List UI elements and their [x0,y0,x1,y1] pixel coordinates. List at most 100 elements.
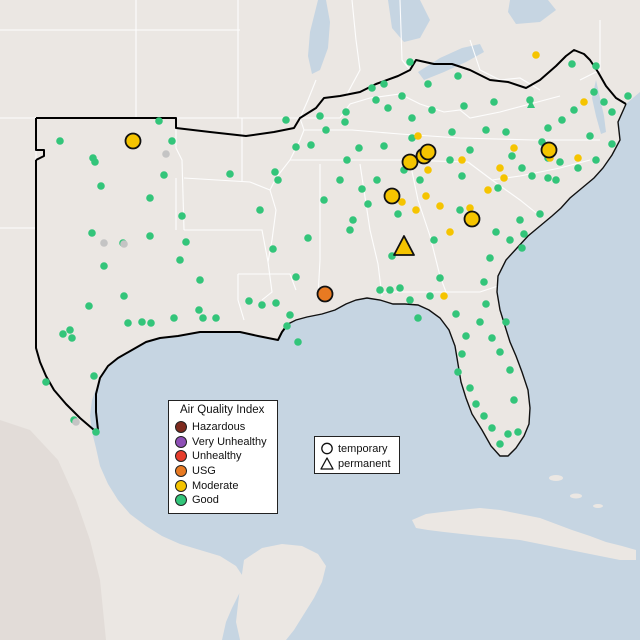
good-monitor-dot [59,330,67,338]
good-monitor-dot [544,174,552,182]
good-monitor-dot [307,141,315,149]
good-monitor-dot [343,156,351,164]
good-monitor-dot [196,276,204,284]
good-monitor-dot [56,137,64,145]
good-monitor-dot [502,128,510,136]
good-monitor-dot [544,124,552,132]
good-monitor-dot [394,210,402,218]
good-monitor-dot [160,171,168,179]
good-monitor-dot [304,234,312,242]
good-monitor-dot [536,210,544,218]
good-monitor-dot [406,58,414,66]
legend-label: Hazardous [192,421,246,434]
good-monitor-dot [454,368,462,376]
good-monitor-dot [97,182,105,190]
hazardous-swatch [175,421,187,434]
good-monitor-dot [42,378,50,386]
good-monitor-dot [600,98,608,106]
good-monitor-dot [90,372,98,380]
legend-label: Unhealthy [192,450,242,463]
moderate-monitor-dot [484,186,492,194]
good-monitor-dot [292,143,300,151]
good-monitor-dot [120,292,128,300]
unhealthy-swatch [175,450,187,463]
good-monitor-dot [458,350,466,358]
good-monitor-dot [146,194,154,202]
good-monitor-dot [426,292,434,300]
lake-huron [388,0,430,42]
good-monitor-dot [486,254,494,262]
good-monitor-dot [466,384,474,392]
good-monitor-dot [472,400,480,408]
legend-item-hazardous: Hazardous [175,420,277,435]
good-monitor-dot [428,106,436,114]
moderate-temporary-monitor [383,187,401,205]
very-unhealthy-swatch [175,435,187,448]
good-monitor-dot [380,80,388,88]
moderate-monitor-dot [574,154,582,162]
good-monitor-dot [182,238,190,246]
moderate-temporary-monitor [124,132,142,150]
good-monitor-dot [384,104,392,112]
good-monitor-dot [100,262,108,270]
good-monitor-dot [482,300,490,308]
legend-label: temporary [338,442,388,455]
good-monitor-dot [568,60,576,68]
good-monitor-dot [155,117,163,125]
good-monitor-dot [282,116,290,124]
good-monitor-dot [552,176,560,184]
good-monitor-dot [574,164,582,172]
good-monitor-dot [178,212,186,220]
land-island [593,504,603,508]
good-monitor-dot [558,116,566,124]
good-monitor-dot [482,126,490,134]
good-monitor-dot [408,114,416,122]
good-monitor-dot [518,164,526,172]
moderate-temporary-monitor [419,143,437,161]
good-monitor-dot [480,278,488,286]
good-monitor-dot [283,322,291,330]
good-monitor-dot [146,232,154,240]
good-monitor-dot [494,184,502,192]
good-monitor-dot [320,196,328,204]
good-monitor-dot [336,176,344,184]
moderate-monitor-dot [532,51,540,59]
legend-item-very-unhealthy: Very Unhealthy [175,435,277,450]
good-monitor-dot [408,134,416,142]
good-monitor-dot [212,314,220,322]
good-monitor-dot [460,102,468,110]
moderate-temporary-monitor [540,141,558,159]
good-monitor-dot [492,228,500,236]
moderate-monitor-dot [496,164,504,172]
good-monitor-dot [176,256,184,264]
good-monitor-dot [496,348,504,356]
good-monitor-dot [624,92,632,100]
good-monitor-dot [480,412,488,420]
good-monitor-dot [346,226,354,234]
moderate-temporary-monitor [401,153,419,171]
relief-mexico [0,420,106,640]
good-monitor-dot [292,273,300,281]
lake-michigan [308,0,330,74]
good-monitor-dot [514,428,522,436]
good-monitor-dot [294,338,302,346]
good-monitor-dot [195,306,203,314]
legend-label: Very Unhealthy [192,435,267,448]
aqi-legend-title: Air Quality Index [180,404,265,416]
moderate-monitor-dot [458,156,466,164]
good-monitor-dot [342,108,350,116]
no-data-monitor-dot [162,150,170,158]
good-monitor-dot [386,286,394,294]
good-monitor-dot [85,302,93,310]
moderate-monitor-dot [446,228,454,236]
land-island [570,493,582,499]
good-monitor-dot [364,200,372,208]
legend-item-moderate: Moderate [175,478,277,493]
good-monitor-dot [456,206,464,214]
good-monitor-dot [138,318,146,326]
triangle-icon [320,457,334,470]
good-monitor-dot [592,62,600,70]
no-data-monitor-dot [100,239,108,247]
